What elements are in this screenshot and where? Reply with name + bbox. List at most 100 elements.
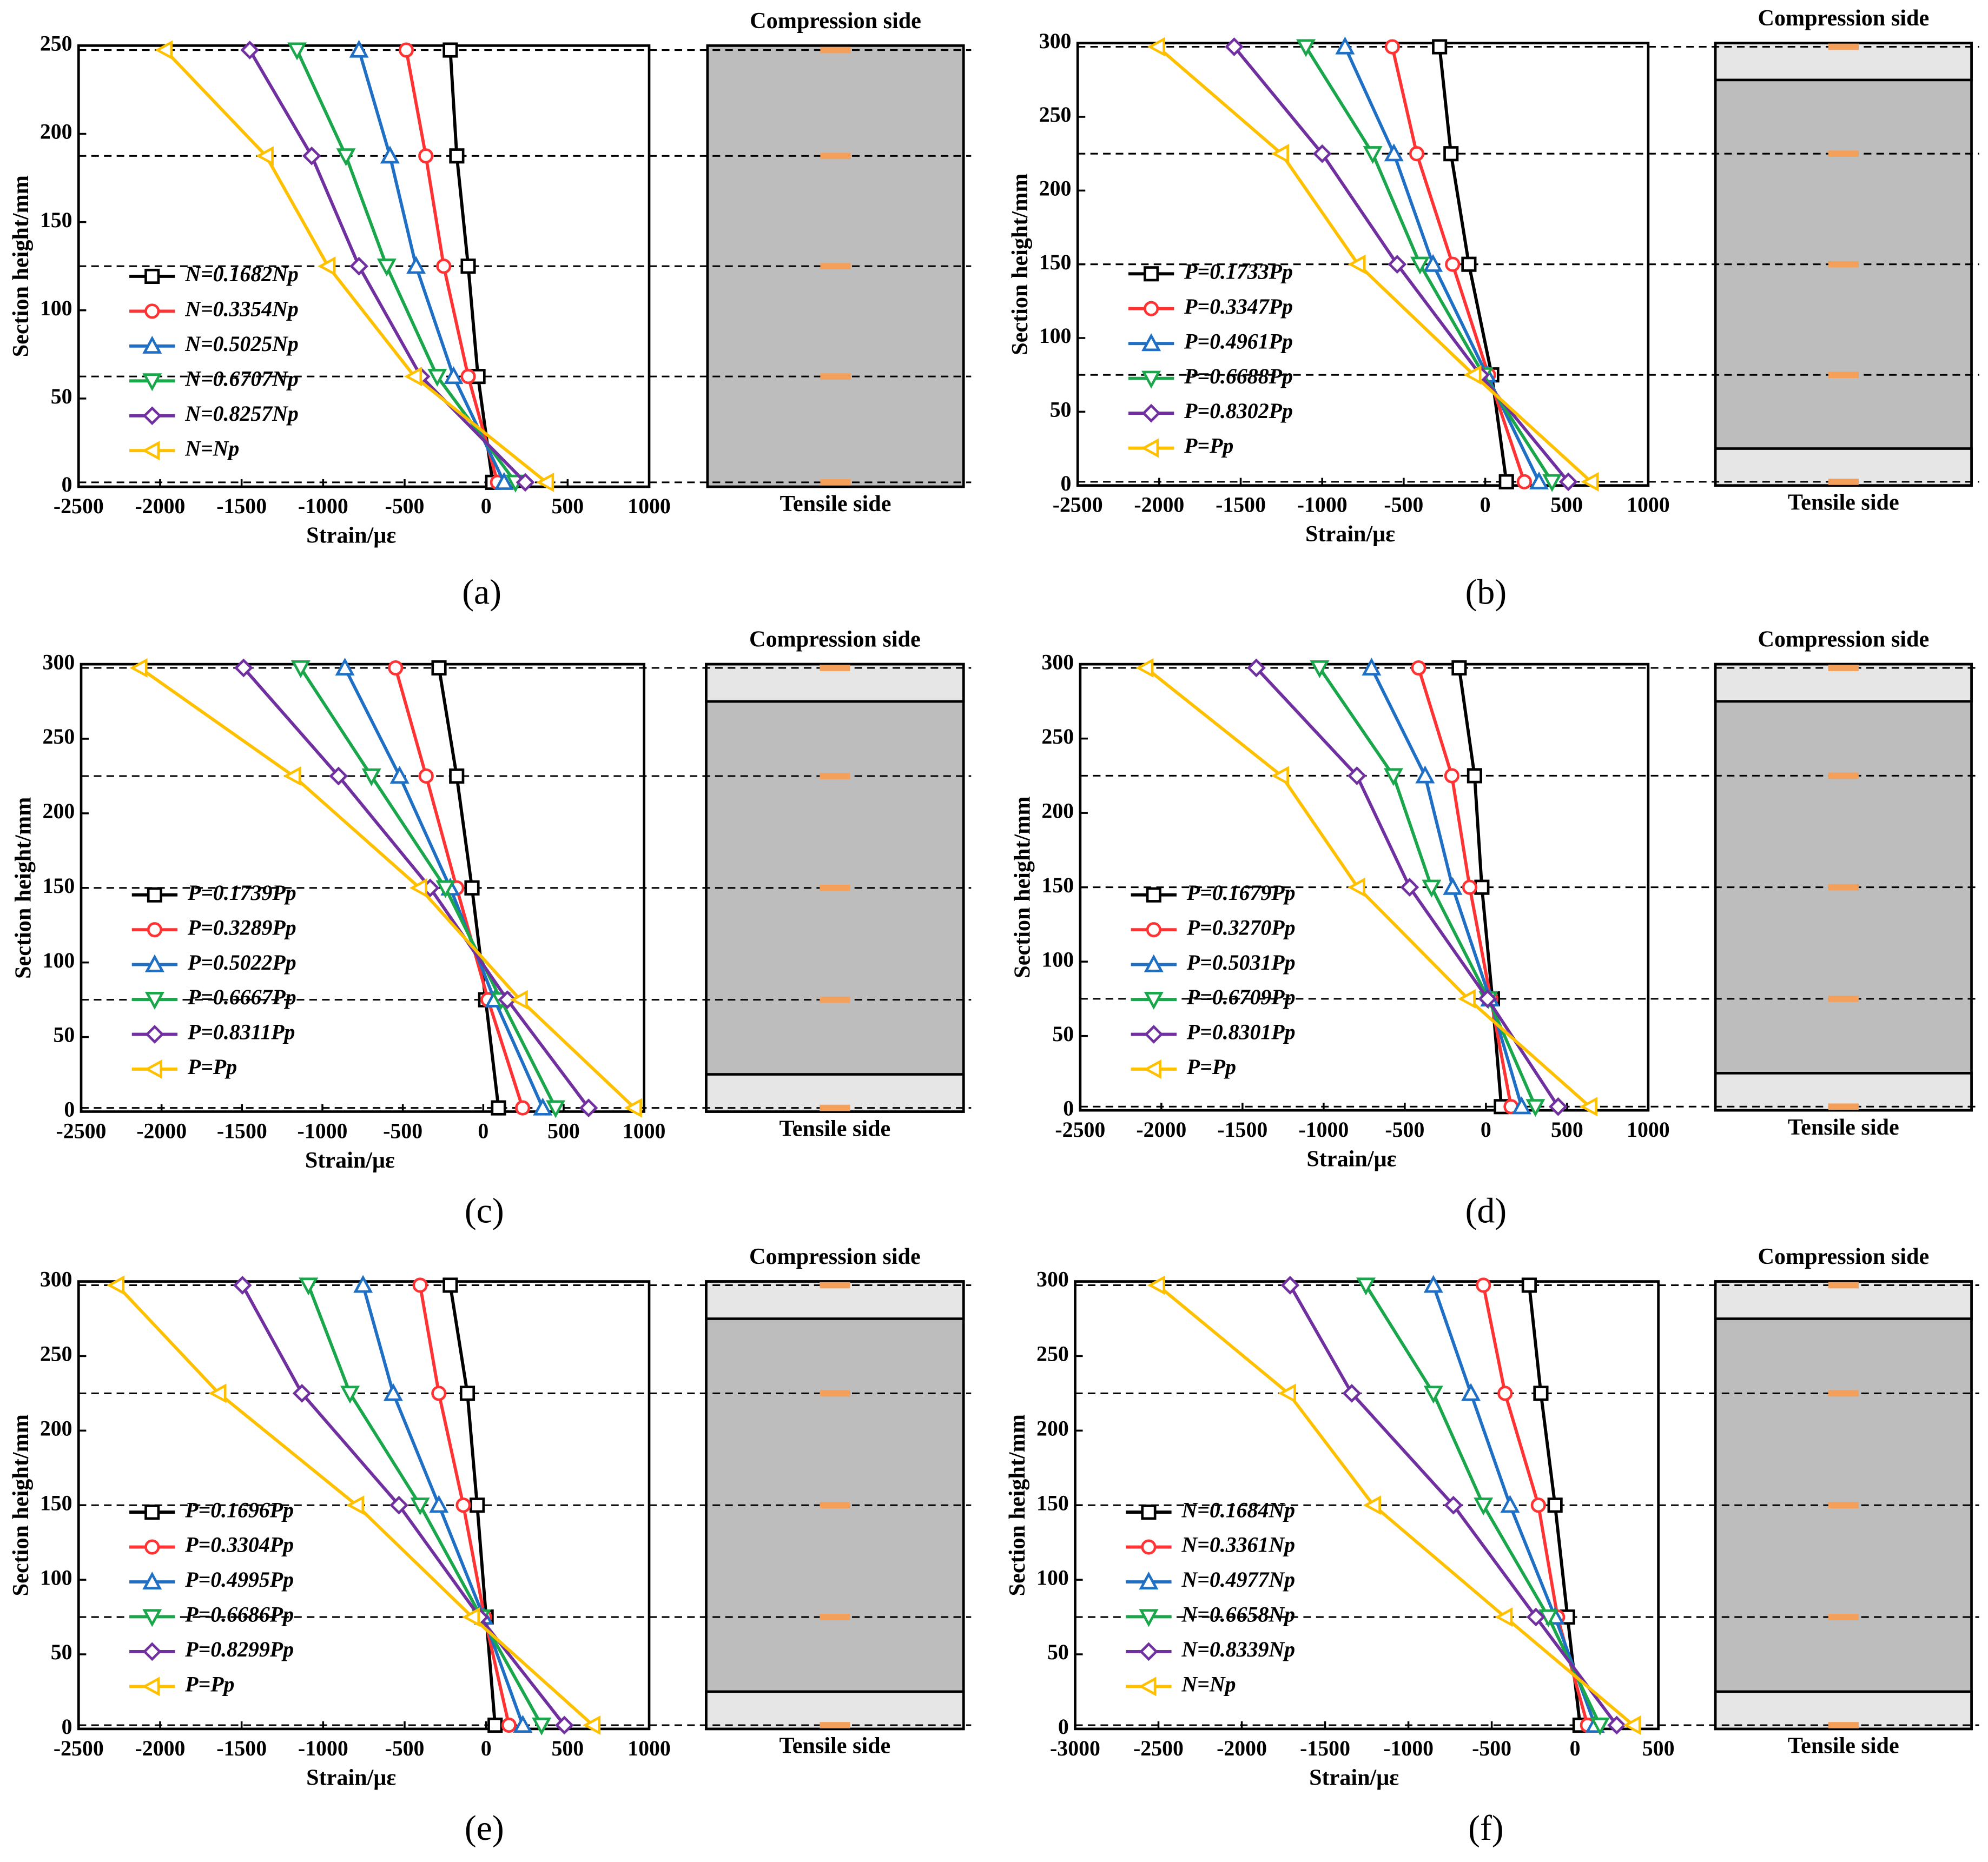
x-tick-label: -2000	[135, 494, 186, 518]
y-tick-label: 0	[1058, 1714, 1069, 1739]
legend-label: P=0.6709Pp	[1186, 985, 1296, 1009]
legend-marker	[142, 1677, 160, 1697]
data-point	[1467, 768, 1482, 784]
gauge	[1828, 772, 1859, 779]
x-tick-label: -1000	[1383, 1736, 1434, 1760]
section-bottom-label: Tensile side	[779, 1116, 890, 1141]
data-point	[389, 1495, 408, 1515]
data-point	[455, 1497, 471, 1513]
legend-label: N=0.4977Np	[1181, 1567, 1295, 1592]
data-point	[240, 41, 260, 59]
data-point	[1280, 1276, 1300, 1295]
legend-marker	[144, 1059, 162, 1079]
y-tick-label: 150	[40, 1490, 72, 1515]
y-tick-label: 250	[1039, 102, 1072, 127]
legend-marker	[1144, 954, 1164, 972]
data-point	[412, 1277, 428, 1293]
data-point	[1500, 1495, 1520, 1513]
y-axis-label: Section height/mm	[1005, 1414, 1030, 1596]
data-point	[442, 1277, 458, 1293]
data-point	[1356, 1277, 1376, 1296]
data-point	[233, 1276, 252, 1295]
data-point	[491, 1100, 506, 1116]
gauge	[1828, 150, 1859, 157]
data-point	[1271, 144, 1289, 164]
legend-label: P=0.8301Pp	[1186, 1020, 1296, 1044]
data-point	[1547, 1497, 1563, 1513]
legend-label: P=0.8302Pp	[1184, 399, 1293, 423]
data-point	[318, 256, 336, 276]
x-tick-label: 0	[1480, 493, 1491, 517]
legend-label: P=0.3270Pp	[1186, 915, 1296, 939]
panel-label: (b)	[1465, 573, 1507, 612]
panel-label: (a)	[462, 573, 501, 612]
x-tick-label: -2000	[1134, 493, 1184, 517]
gauge	[820, 1502, 850, 1509]
x-tick-label: 0	[1481, 1117, 1491, 1142]
legend-label: N=0.5025Np	[184, 332, 299, 356]
legend-label: P=0.8311Pp	[187, 1020, 295, 1044]
cover-band	[705, 1073, 965, 1113]
gauge	[1828, 1502, 1859, 1509]
gauge	[820, 773, 850, 779]
data-point	[498, 990, 517, 1010]
data-point	[1474, 879, 1490, 895]
data-point	[1423, 254, 1443, 272]
data-point	[1542, 474, 1562, 492]
legend-label: P=0.5022Pp	[187, 950, 296, 975]
gauge	[1828, 261, 1859, 268]
data-point	[290, 660, 311, 678]
legend-label: N=0.1682Np	[184, 262, 299, 286]
data-point	[532, 1717, 552, 1735]
data-point	[1530, 1497, 1546, 1513]
data-point	[1476, 1277, 1491, 1293]
y-tick-label: 150	[40, 208, 72, 232]
legend-label: P=Pp	[1184, 434, 1233, 458]
y-tick-label: 50	[51, 384, 72, 408]
legend-marker	[147, 922, 162, 938]
data-point	[1409, 146, 1425, 162]
data-point	[1498, 474, 1514, 489]
y-tick-label: 250	[1036, 1342, 1069, 1366]
legend-label: P=0.5031Pp	[1186, 950, 1296, 975]
legend-marker	[142, 406, 162, 426]
section-top-label: Compression side	[1758, 5, 1929, 31]
legend-marker	[1141, 333, 1161, 352]
data-point	[340, 1386, 360, 1404]
data-point	[398, 42, 414, 58]
data-point	[1410, 256, 1430, 275]
data-point	[444, 366, 464, 385]
data-point	[1423, 1386, 1443, 1404]
y-tick-label: 200	[1039, 176, 1072, 201]
gauge	[1828, 1390, 1859, 1397]
data-point	[460, 259, 476, 274]
y-tick-label: 50	[1047, 1640, 1069, 1664]
y-tick-label: 0	[1063, 1096, 1074, 1120]
data-point	[1511, 1096, 1531, 1115]
x-tick-label: 1000	[623, 1118, 666, 1143]
section-bottom-label: Tensile side	[1788, 490, 1899, 515]
legend-label: P=Pp	[187, 1055, 237, 1079]
x-tick-label: 0	[1570, 1736, 1581, 1760]
x-tick-label: 0	[481, 494, 492, 518]
legend-label: N=0.3361Np	[1181, 1533, 1295, 1557]
legend-marker	[1141, 438, 1159, 458]
section-bottom-label: Tensile side	[780, 491, 891, 516]
gauge	[1828, 43, 1859, 50]
legend-label: P=0.3304Pp	[184, 1533, 294, 1557]
x-tick-label: -2000	[136, 1118, 187, 1143]
y-tick-label: 250	[40, 1342, 72, 1366]
panel-label: (e)	[465, 1809, 504, 1848]
data-point	[1246, 658, 1266, 678]
data-point	[513, 1715, 533, 1733]
legend-marker	[1139, 1642, 1158, 1661]
gauge	[820, 153, 851, 160]
legend-marker	[144, 268, 160, 284]
x-tick-label: 500	[1551, 1117, 1583, 1142]
data-point	[1623, 1715, 1641, 1735]
data-point	[1579, 1097, 1597, 1117]
data-point	[431, 1386, 447, 1401]
y-tick-label: 0	[1061, 471, 1072, 495]
y-tick-label: 200	[1041, 798, 1074, 823]
data-point	[1462, 879, 1477, 895]
